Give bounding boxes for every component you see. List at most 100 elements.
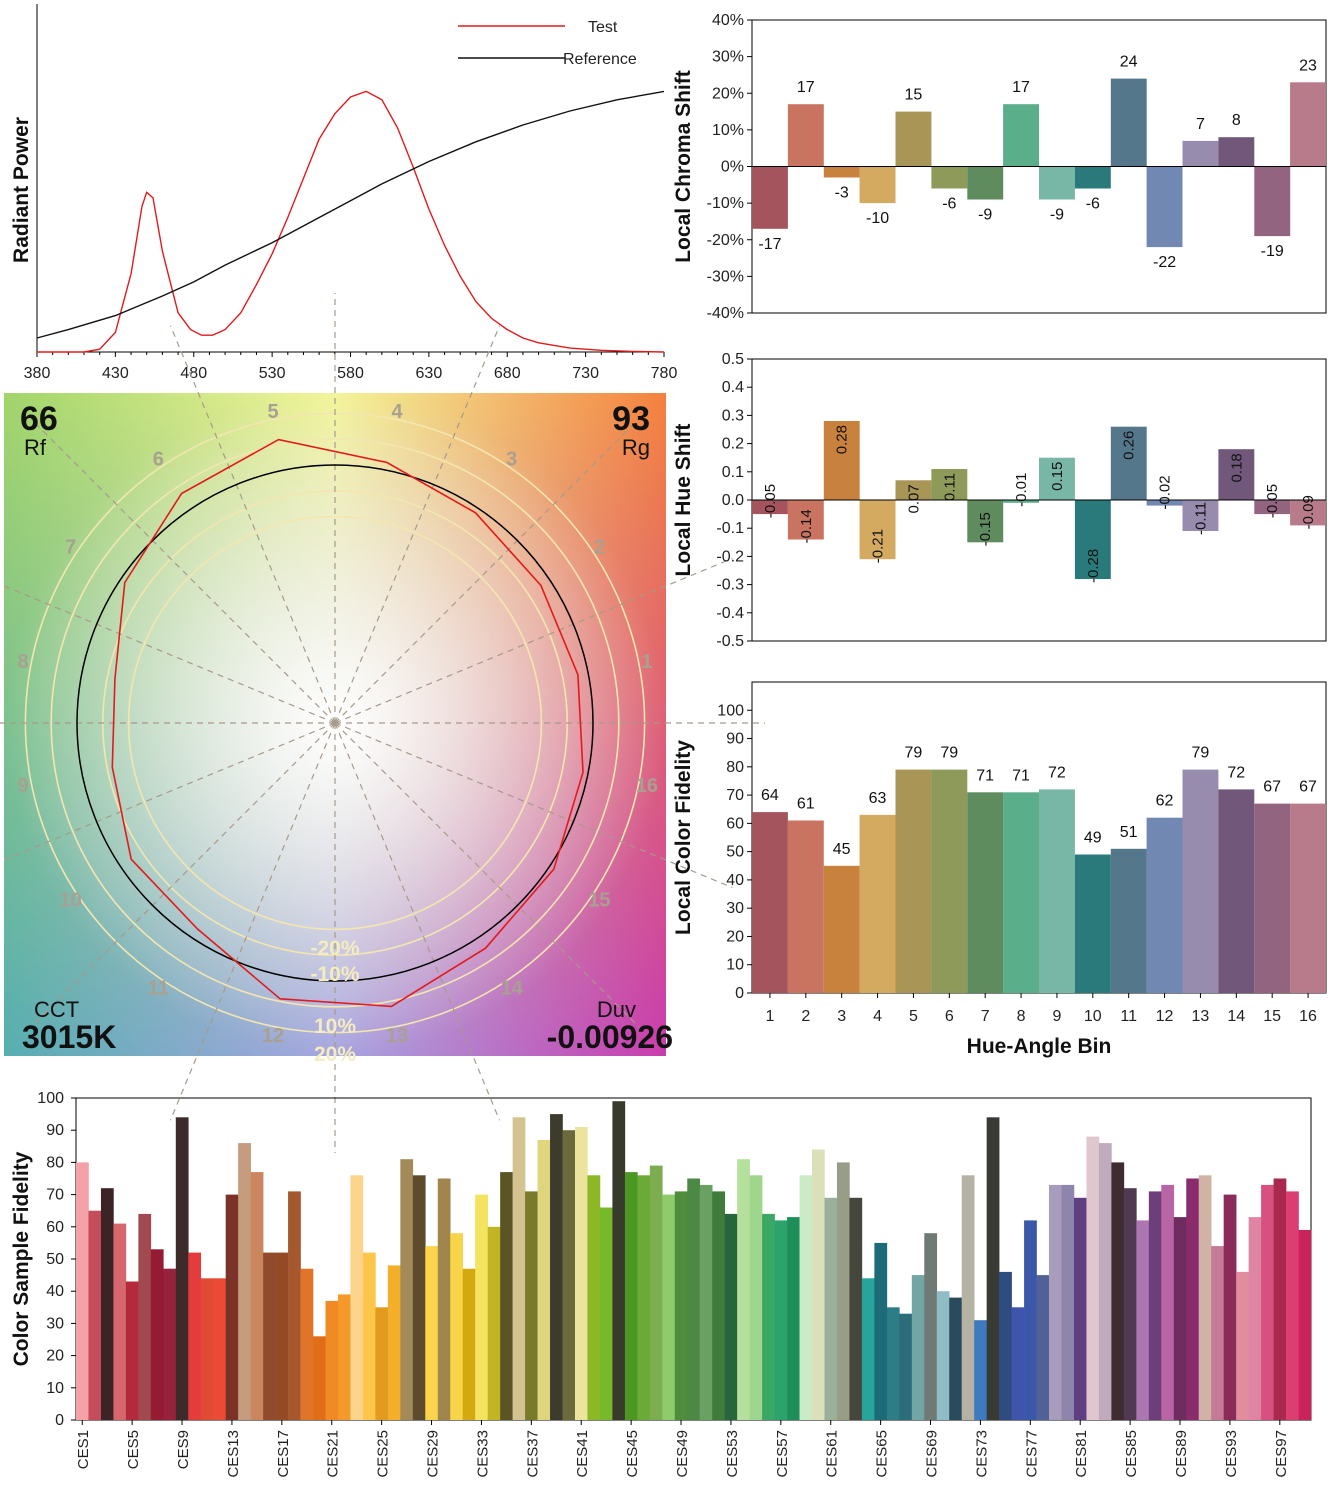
ces-bar — [1261, 1184, 1274, 1420]
chroma-bar — [1182, 140, 1219, 167]
ces-bar — [88, 1210, 102, 1420]
ces-y-tick-label: 70 — [46, 1187, 64, 1204]
hue-bar-label: 0.26 — [1121, 431, 1138, 460]
vector-bin-label: 3 — [506, 449, 517, 471]
fidelity-x-tick-label: 1 — [765, 1008, 774, 1025]
ces-bar — [487, 1226, 501, 1420]
ces-bar — [238, 1143, 251, 1420]
ces-bar — [225, 1194, 239, 1420]
fidelity-bar — [1182, 769, 1219, 993]
fidelity-y-tick-label: 20 — [726, 928, 744, 945]
ces-y-tick-label: 0 — [55, 1412, 64, 1429]
spectrum-x-tick-label: 680 — [494, 365, 521, 382]
fidelity-x-tick-label: 7 — [981, 1008, 990, 1025]
ces-bar — [525, 1191, 538, 1420]
vector-bin-label: 12 — [262, 1025, 284, 1047]
fidelity-y-tick-label: 30 — [726, 900, 744, 917]
fidelity-bar — [1254, 803, 1291, 993]
ces-bar — [649, 1165, 663, 1420]
chroma-bar-label: 8 — [1232, 112, 1241, 129]
chroma-y-tick-label: -30% — [707, 268, 744, 285]
ces-bar — [1236, 1271, 1249, 1420]
spectrum-x-tick-label: 380 — [24, 365, 51, 382]
ces-bar — [1223, 1194, 1237, 1420]
ces-y-tick-label: 50 — [46, 1251, 64, 1268]
ces-x-tick-label: CES13 — [225, 1430, 242, 1478]
duv-value: -0.00926 — [547, 1019, 673, 1055]
fidelity-bar-label: 62 — [1156, 793, 1174, 810]
ces-bar — [163, 1268, 177, 1420]
vector-bin-boundary — [0, 722, 336, 863]
hue-bar-label: -0.14 — [798, 509, 815, 543]
fidelity-bar — [1003, 792, 1039, 993]
ces-bar — [699, 1184, 713, 1420]
chroma-y-tick-label: 40% — [712, 12, 744, 29]
vector-bin-label: 11 — [148, 977, 169, 999]
hue-bar-label: 0.18 — [1228, 453, 1245, 482]
chroma-bar — [859, 166, 896, 204]
chroma-bar — [967, 166, 1004, 200]
ces-x-tick-label: CES45 — [624, 1430, 641, 1478]
ces-bar — [412, 1175, 426, 1420]
duv-label: Duv — [597, 997, 636, 1022]
ces-bar — [175, 1117, 189, 1420]
ces-bar — [150, 1249, 164, 1420]
fidelity-bar-label: 79 — [940, 745, 958, 762]
ces-y-tick-label: 90 — [46, 1122, 64, 1139]
fidelity-x-tick-label: 12 — [1156, 1008, 1174, 1025]
hue-bar-label: -0.15 — [977, 512, 994, 546]
spectrum-y-axis-title: Radiant Power — [10, 117, 33, 263]
hue-y-tick-label: -0.1 — [716, 520, 744, 537]
spectrum-series-line — [37, 90, 665, 353]
fidelity-bar-label: 51 — [1120, 824, 1138, 841]
hue-bar — [1039, 457, 1075, 500]
ces-bar — [263, 1252, 276, 1420]
ces-bar — [612, 1101, 626, 1420]
ces-x-tick-label: CES1 — [75, 1430, 92, 1469]
chroma-bar-label: 17 — [797, 79, 815, 96]
chroma-bar-label: 24 — [1120, 54, 1138, 71]
hue-bar-label: -0.05 — [762, 484, 779, 518]
fidelity-bar-label: 64 — [761, 787, 779, 804]
vector-bin-label: 9 — [18, 775, 29, 797]
hue-y-tick-label: -0.2 — [716, 548, 744, 565]
ces-y-tick-label: 30 — [46, 1315, 64, 1332]
ces-bar — [1211, 1246, 1224, 1420]
chroma-bar — [1110, 78, 1147, 167]
hue-bar-label: 0.28 — [834, 425, 851, 454]
ces-bar — [512, 1117, 526, 1420]
vector-bin-label: 16 — [636, 775, 658, 797]
chroma-bar-label: -22 — [1153, 254, 1176, 271]
vector-ring-label: -10% — [310, 963, 359, 986]
ces-bar — [550, 1114, 563, 1420]
fidelity-x-tick-label: 5 — [909, 1008, 918, 1025]
ces-bar — [762, 1213, 775, 1420]
ces-bar — [450, 1233, 464, 1420]
ces-bar — [188, 1252, 202, 1420]
fidelity-bar — [895, 769, 932, 993]
fidelity-bar — [859, 814, 896, 993]
ces-x-tick-label: CES69 — [924, 1430, 941, 1478]
hue-bar-label: -0.01 — [1013, 473, 1030, 507]
hue-bar-label: -0.02 — [1157, 475, 1174, 509]
ces-y-tick-label: 10 — [46, 1380, 64, 1397]
vector-bin-label: 8 — [18, 651, 29, 673]
hue-y-tick-label: -0.3 — [716, 577, 744, 594]
ces-y-tick-label: 80 — [46, 1154, 64, 1171]
ces-x-tick-label: CES21 — [325, 1430, 342, 1478]
chroma-bar-label: 23 — [1299, 57, 1317, 74]
ces-x-tick-label: CES53 — [724, 1430, 741, 1478]
fidelity-bar — [967, 792, 1004, 993]
ces-bar — [537, 1139, 551, 1420]
fidelity-bar-label: 72 — [1048, 764, 1066, 781]
fidelity-x-tick-label: 11 — [1120, 1008, 1137, 1025]
ces-bar — [387, 1265, 401, 1420]
ces-bar — [911, 1275, 925, 1420]
vector-bin-boundary — [334, 722, 733, 889]
cct-value: 3015K — [22, 1019, 116, 1055]
hue-y-tick-label: -0.5 — [716, 633, 744, 650]
hue-y-tick-label: 0.2 — [722, 436, 744, 453]
ces-bar — [836, 1162, 850, 1420]
vector-bin-boundary — [169, 722, 336, 1121]
vector-bin-boundary — [334, 325, 501, 724]
